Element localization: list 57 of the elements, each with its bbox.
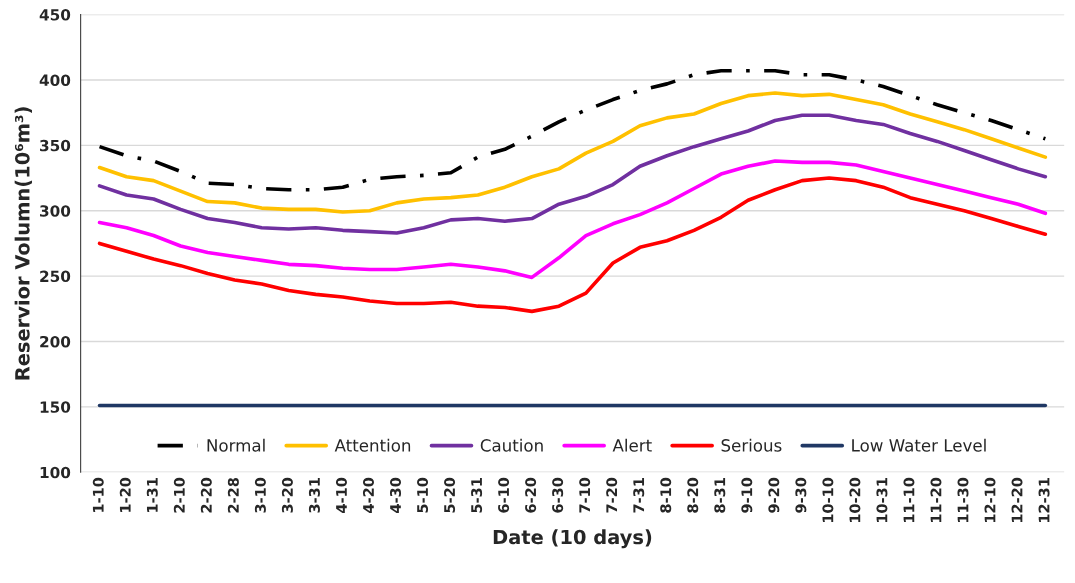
line-series [97, 113, 1048, 235]
legend-label: Low Water Level [852, 438, 986, 452]
legend-label: Normal [207, 438, 265, 452]
x-tick-label: 2-28 [227, 477, 239, 513]
x-tick-label: 4-30 [389, 477, 402, 513]
x-tick-label: 6-10 [498, 477, 510, 513]
x-tick-label: 5-20 [444, 477, 456, 513]
x-tick-label: 7-20 [606, 477, 618, 513]
line-series [97, 159, 1048, 280]
y-tick-label: 150 [40, 401, 71, 413]
x-tick-label: 5-10 [417, 477, 429, 513]
y-tick-label: 450 [39, 9, 71, 21]
y-tick-label: 200 [40, 335, 71, 348]
legend-label: Caution [480, 438, 543, 452]
y-tick-label: 300 [40, 205, 71, 217]
x-tick-label: 5-31 [471, 478, 483, 513]
x-tick-label: 1-20 [119, 477, 131, 512]
y-tick-label: 400 [39, 74, 71, 86]
x-tick-label: 12-20 [1011, 477, 1023, 523]
x-tick-label: 8-31 [714, 478, 726, 513]
x-axis-title: Date (10 days) [493, 529, 652, 549]
y-tick-label: 250 [40, 270, 71, 283]
x-tick-label: 3-10 [254, 477, 266, 513]
x-tick-label: 11-20 [930, 477, 942, 523]
x-tick-label: 12-31 [1038, 478, 1050, 523]
line-series [97, 68, 1048, 192]
y-axis-title: Reservior Volumn(10⁶m³) [14, 107, 32, 380]
x-tick-label: 9-10 [741, 477, 753, 513]
x-tick-label: 1-31 [146, 478, 158, 512]
x-tick-label: 9-30 [795, 477, 807, 513]
x-tick-label: 9-20 [768, 477, 780, 513]
x-tick-label: 7-31 [633, 478, 645, 513]
y-tick-label: 350 [40, 139, 71, 152]
y-tick-label: 100 [40, 466, 71, 479]
x-tick-label: 7-10 [579, 477, 591, 513]
x-tick-label: 2-20 [200, 477, 212, 513]
line-series [97, 91, 1048, 214]
x-tick-label: 1-10 [92, 477, 104, 512]
legend-label: Alert [612, 438, 652, 452]
x-tick-label: 6-30 [552, 477, 564, 513]
x-tick-label: 8-20 [687, 477, 699, 513]
x-tick-label: 10-31 [876, 478, 888, 523]
legend-label: Attention [334, 438, 411, 452]
x-tick-label: 3-20 [281, 477, 293, 513]
x-tick-label: 4-20 [362, 477, 374, 513]
x-tick-label: 2-10 [173, 477, 185, 513]
x-tick-label: 10-20 [849, 477, 861, 523]
x-tick-label: 11-30 [957, 477, 969, 523]
x-tick-label: 3-31 [308, 478, 320, 513]
x-tick-label: 10-10 [822, 477, 834, 523]
line-series [97, 176, 1048, 314]
x-tick-label: 11-10 [903, 477, 915, 523]
legend-label: Serious [721, 438, 782, 452]
x-tick-label: 4-10 [335, 477, 347, 513]
x-tick-label: 12-10 [984, 477, 996, 523]
x-tick-label: 6-20 [525, 477, 537, 513]
x-tick-label: 8-10 [660, 477, 672, 513]
